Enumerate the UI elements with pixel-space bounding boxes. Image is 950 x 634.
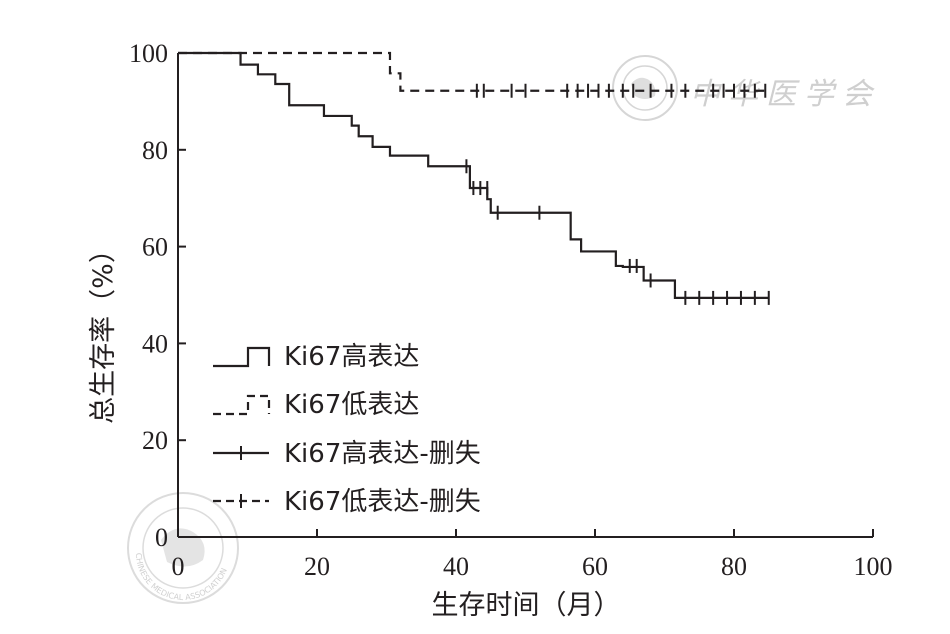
survival-curves	[178, 51, 769, 300]
x-tick-label: 0	[172, 552, 185, 581]
ki67-low-curve	[178, 51, 769, 92]
y-tick-label: 0	[155, 523, 168, 552]
legend-item: Ki67低表达	[213, 390, 419, 420]
y-tick-label: 20	[142, 426, 168, 455]
censor-markers	[465, 83, 770, 305]
x-axis-title: 生存时间（月）	[432, 590, 621, 621]
legend-label: Ki67高表达-删失	[284, 439, 481, 469]
y-tick-label: 60	[142, 233, 168, 262]
watermark-text: 中华医学会	[690, 77, 880, 112]
x-tick-label: 100	[854, 552, 893, 581]
legend-item: Ki67高表达-删失	[213, 439, 481, 469]
y-tick-label: 40	[142, 329, 168, 358]
legend-label: Ki67低表达	[284, 390, 419, 420]
y-axis-title: 总生存率（%）	[88, 236, 119, 424]
y-tick-label: 80	[142, 136, 168, 165]
legend-label: Ki67高表达	[284, 342, 419, 372]
ticks: 0 20 40 60 80 100 0 20 40 60 80 100	[129, 39, 893, 581]
x-tick-label: 80	[721, 552, 747, 581]
watermark-seal-bottom: CHINESE MEDICAL ASSOCIATION	[127, 492, 239, 604]
x-tick-label: 40	[443, 552, 469, 581]
legend-swatch	[213, 346, 271, 368]
legend: Ki67高表达 Ki67低表达 Ki67高表达-删失 Ki67低表达-删失	[213, 342, 481, 517]
watermark-seal-top	[612, 55, 678, 121]
legend-item: Ki67高表达	[213, 342, 419, 372]
watermark: 中华医学会 CHINESE MEDICAL ASSOCIATION	[127, 55, 880, 604]
x-tick-label: 60	[582, 552, 608, 581]
legend-label: Ki67低表达-删失	[284, 487, 481, 517]
x-tick-label: 20	[304, 552, 330, 581]
legend-swatch	[213, 394, 271, 416]
ki67-high-curve	[178, 51, 769, 300]
y-tick-label: 100	[129, 39, 168, 68]
legend-item: Ki67低表达-删失	[213, 487, 481, 517]
axes	[177, 53, 873, 538]
